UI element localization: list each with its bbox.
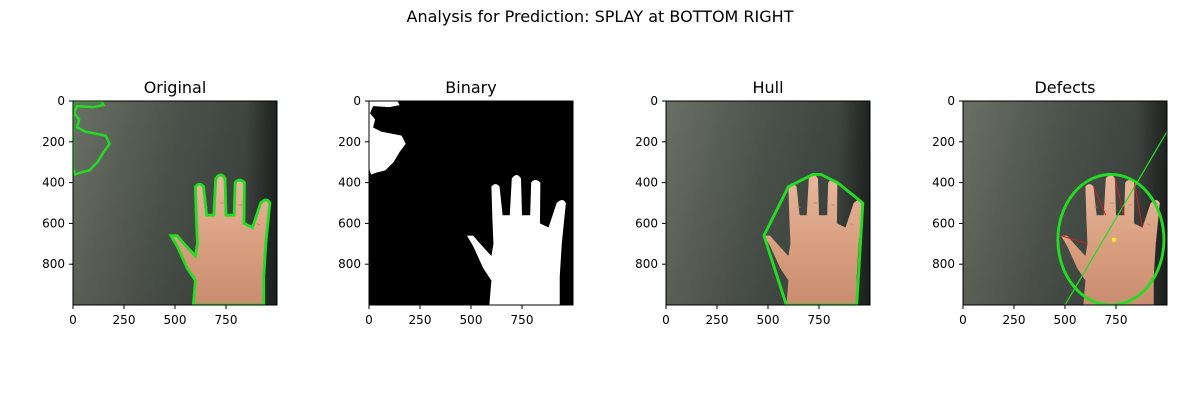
x-tick-label: 0 bbox=[959, 313, 967, 327]
y-tick-label: 200 bbox=[635, 135, 658, 149]
panel-defects: Defects 0 250 500 750 0 200 400 600 800 bbox=[932, 78, 1168, 327]
x-tick-label: 750 bbox=[511, 313, 534, 327]
y-tick-label: 400 bbox=[635, 176, 658, 190]
panel-title: Defects bbox=[1034, 78, 1095, 97]
x-tick-label: 250 bbox=[113, 313, 136, 327]
panel-binary: Binary 0 250 500 750 0 200 400 600 800 bbox=[338, 78, 574, 327]
y-tick-label: 0 bbox=[353, 94, 361, 108]
panel-image bbox=[369, 101, 573, 305]
y-tick-label: 400 bbox=[42, 176, 65, 190]
y-tick-label: 0 bbox=[947, 94, 955, 108]
y-tick-label: 400 bbox=[932, 176, 955, 190]
y-tick-label: 800 bbox=[338, 257, 361, 271]
panel-title: Hull bbox=[752, 78, 783, 97]
figure-suptitle: Analysis for Prediction: SPLAY at BOTTOM… bbox=[407, 7, 794, 26]
panel-image bbox=[963, 101, 1167, 305]
panel-hull: Hull 0 250 500 750 0 200 400 600 800 bbox=[635, 78, 871, 327]
x-tick-label: 750 bbox=[215, 313, 238, 327]
y-tick-label: 600 bbox=[338, 216, 361, 230]
x-tick-label: 750 bbox=[808, 313, 831, 327]
panel-image bbox=[73, 101, 277, 305]
panel-original: Original 0 250 500 750 0 200 400 600 800 bbox=[42, 78, 278, 327]
y-tick-label: 800 bbox=[42, 257, 65, 271]
x-tick-label: 250 bbox=[706, 313, 729, 327]
x-tick-label: 0 bbox=[69, 313, 77, 327]
panel-title: Binary bbox=[445, 78, 496, 97]
y-tick-label: 600 bbox=[635, 216, 658, 230]
x-tick-label: 500 bbox=[164, 313, 187, 327]
y-tick-label: 600 bbox=[932, 216, 955, 230]
y-tick-label: 200 bbox=[338, 135, 361, 149]
y-tick-label: 600 bbox=[42, 216, 65, 230]
x-tick-label: 750 bbox=[1105, 313, 1128, 327]
y-tick-label: 200 bbox=[42, 135, 65, 149]
y-tick-label: 400 bbox=[338, 176, 361, 190]
x-tick-label: 500 bbox=[1054, 313, 1077, 327]
x-tick-label: 500 bbox=[757, 313, 780, 327]
y-tick-label: 200 bbox=[932, 135, 955, 149]
y-tick-label: 800 bbox=[635, 257, 658, 271]
x-tick-label: 0 bbox=[662, 313, 670, 327]
y-tick-label: 0 bbox=[650, 94, 658, 108]
panel-image bbox=[666, 101, 870, 305]
y-tick-label: 0 bbox=[57, 94, 65, 108]
panel-title: Original bbox=[144, 78, 207, 97]
x-tick-label: 500 bbox=[460, 313, 483, 327]
x-tick-label: 0 bbox=[365, 313, 373, 327]
panels: Original 0 250 500 750 0 200 400 600 800 Binary 0 25… bbox=[42, 78, 1168, 327]
x-tick-label: 250 bbox=[409, 313, 432, 327]
x-tick-label: 250 bbox=[1003, 313, 1026, 327]
y-tick-label: 800 bbox=[932, 257, 955, 271]
